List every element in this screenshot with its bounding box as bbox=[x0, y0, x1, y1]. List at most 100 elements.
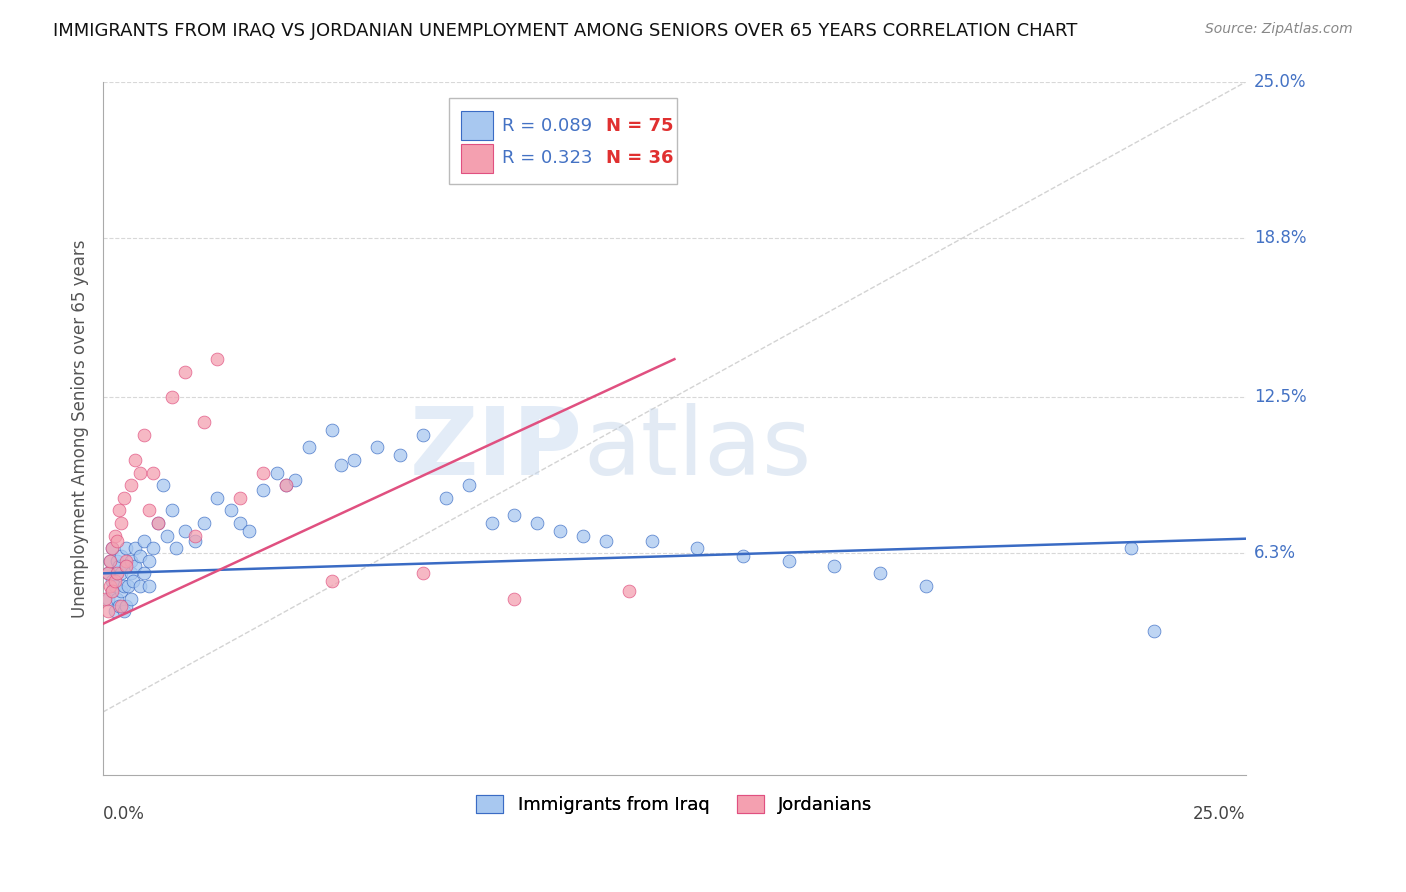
Point bbox=[321, 423, 343, 437]
Text: 25.0%: 25.0% bbox=[1194, 805, 1246, 823]
Point bbox=[193, 415, 215, 429]
Point bbox=[343, 453, 366, 467]
Text: ZIP: ZIP bbox=[411, 403, 583, 495]
Point bbox=[128, 549, 150, 563]
Point bbox=[298, 441, 321, 455]
Point bbox=[252, 466, 274, 480]
Point bbox=[105, 533, 128, 548]
Point bbox=[128, 579, 150, 593]
Point bbox=[183, 528, 205, 542]
Point bbox=[110, 549, 132, 563]
Point bbox=[481, 516, 503, 530]
Point bbox=[97, 604, 120, 618]
Point bbox=[238, 524, 260, 538]
Text: atlas: atlas bbox=[583, 403, 811, 495]
Point bbox=[134, 427, 156, 442]
Point bbox=[146, 516, 169, 530]
Point bbox=[640, 533, 662, 548]
Point bbox=[101, 584, 124, 599]
Point bbox=[105, 566, 128, 581]
Point bbox=[1143, 624, 1166, 639]
Point bbox=[94, 591, 117, 606]
Point bbox=[869, 566, 891, 581]
Point bbox=[152, 478, 174, 492]
Text: 6.3%: 6.3% bbox=[1254, 544, 1296, 562]
Point bbox=[617, 584, 640, 599]
Text: 25.0%: 25.0% bbox=[1254, 73, 1306, 91]
Point bbox=[103, 579, 125, 593]
FancyBboxPatch shape bbox=[461, 144, 492, 173]
Point bbox=[128, 466, 150, 480]
Point bbox=[108, 503, 131, 517]
Point bbox=[146, 516, 169, 530]
Point bbox=[412, 427, 434, 442]
Point bbox=[98, 554, 121, 568]
Point bbox=[124, 541, 146, 556]
Text: 12.5%: 12.5% bbox=[1254, 388, 1306, 406]
Point bbox=[97, 566, 120, 581]
Point bbox=[526, 516, 548, 530]
Point bbox=[103, 604, 125, 618]
Point bbox=[120, 591, 142, 606]
Point bbox=[101, 584, 124, 599]
Point bbox=[117, 579, 139, 593]
Point bbox=[914, 579, 936, 593]
Point bbox=[103, 574, 125, 588]
Point bbox=[110, 566, 132, 581]
Legend: Immigrants from Iraq, Jordanians: Immigrants from Iraq, Jordanians bbox=[470, 789, 880, 822]
Point bbox=[103, 528, 125, 542]
Point bbox=[115, 558, 138, 573]
Point bbox=[274, 478, 297, 492]
Point bbox=[572, 528, 595, 542]
Point bbox=[219, 503, 242, 517]
Point bbox=[548, 524, 571, 538]
Point bbox=[366, 441, 388, 455]
Point bbox=[97, 566, 120, 581]
Point bbox=[595, 533, 617, 548]
Point bbox=[110, 599, 132, 613]
Point bbox=[329, 458, 352, 472]
Point bbox=[229, 491, 252, 505]
Point bbox=[105, 554, 128, 568]
Point bbox=[134, 533, 156, 548]
Point bbox=[778, 554, 800, 568]
Point bbox=[266, 466, 288, 480]
Point bbox=[731, 549, 754, 563]
Point bbox=[121, 574, 143, 588]
Point bbox=[503, 591, 526, 606]
Point bbox=[120, 566, 142, 581]
FancyBboxPatch shape bbox=[461, 112, 492, 140]
Point bbox=[112, 491, 135, 505]
Point bbox=[686, 541, 709, 556]
Point bbox=[1121, 541, 1143, 556]
Point bbox=[252, 483, 274, 498]
Point bbox=[142, 466, 165, 480]
Point bbox=[207, 352, 229, 367]
Point bbox=[138, 554, 160, 568]
Point bbox=[105, 591, 128, 606]
Point bbox=[112, 604, 135, 618]
Point bbox=[97, 591, 120, 606]
Point bbox=[105, 566, 128, 581]
Text: IMMIGRANTS FROM IRAQ VS JORDANIAN UNEMPLOYMENT AMONG SENIORS OVER 65 YEARS CORRE: IMMIGRANTS FROM IRAQ VS JORDANIAN UNEMPL… bbox=[53, 22, 1078, 40]
Point bbox=[112, 579, 135, 593]
Point bbox=[98, 579, 121, 593]
Point bbox=[156, 528, 179, 542]
Point bbox=[101, 574, 124, 588]
FancyBboxPatch shape bbox=[450, 98, 676, 184]
Text: N = 36: N = 36 bbox=[606, 149, 673, 167]
Point bbox=[160, 390, 183, 404]
Point bbox=[120, 478, 142, 492]
Point bbox=[174, 365, 197, 379]
Point bbox=[110, 584, 132, 599]
Point bbox=[115, 599, 138, 613]
Point bbox=[124, 453, 146, 467]
Point bbox=[124, 558, 146, 573]
Point bbox=[284, 473, 307, 487]
Point bbox=[110, 516, 132, 530]
Text: R = 0.323: R = 0.323 bbox=[502, 149, 592, 167]
Point bbox=[142, 541, 165, 556]
Point bbox=[503, 508, 526, 523]
Point bbox=[183, 533, 205, 548]
Point bbox=[193, 516, 215, 530]
